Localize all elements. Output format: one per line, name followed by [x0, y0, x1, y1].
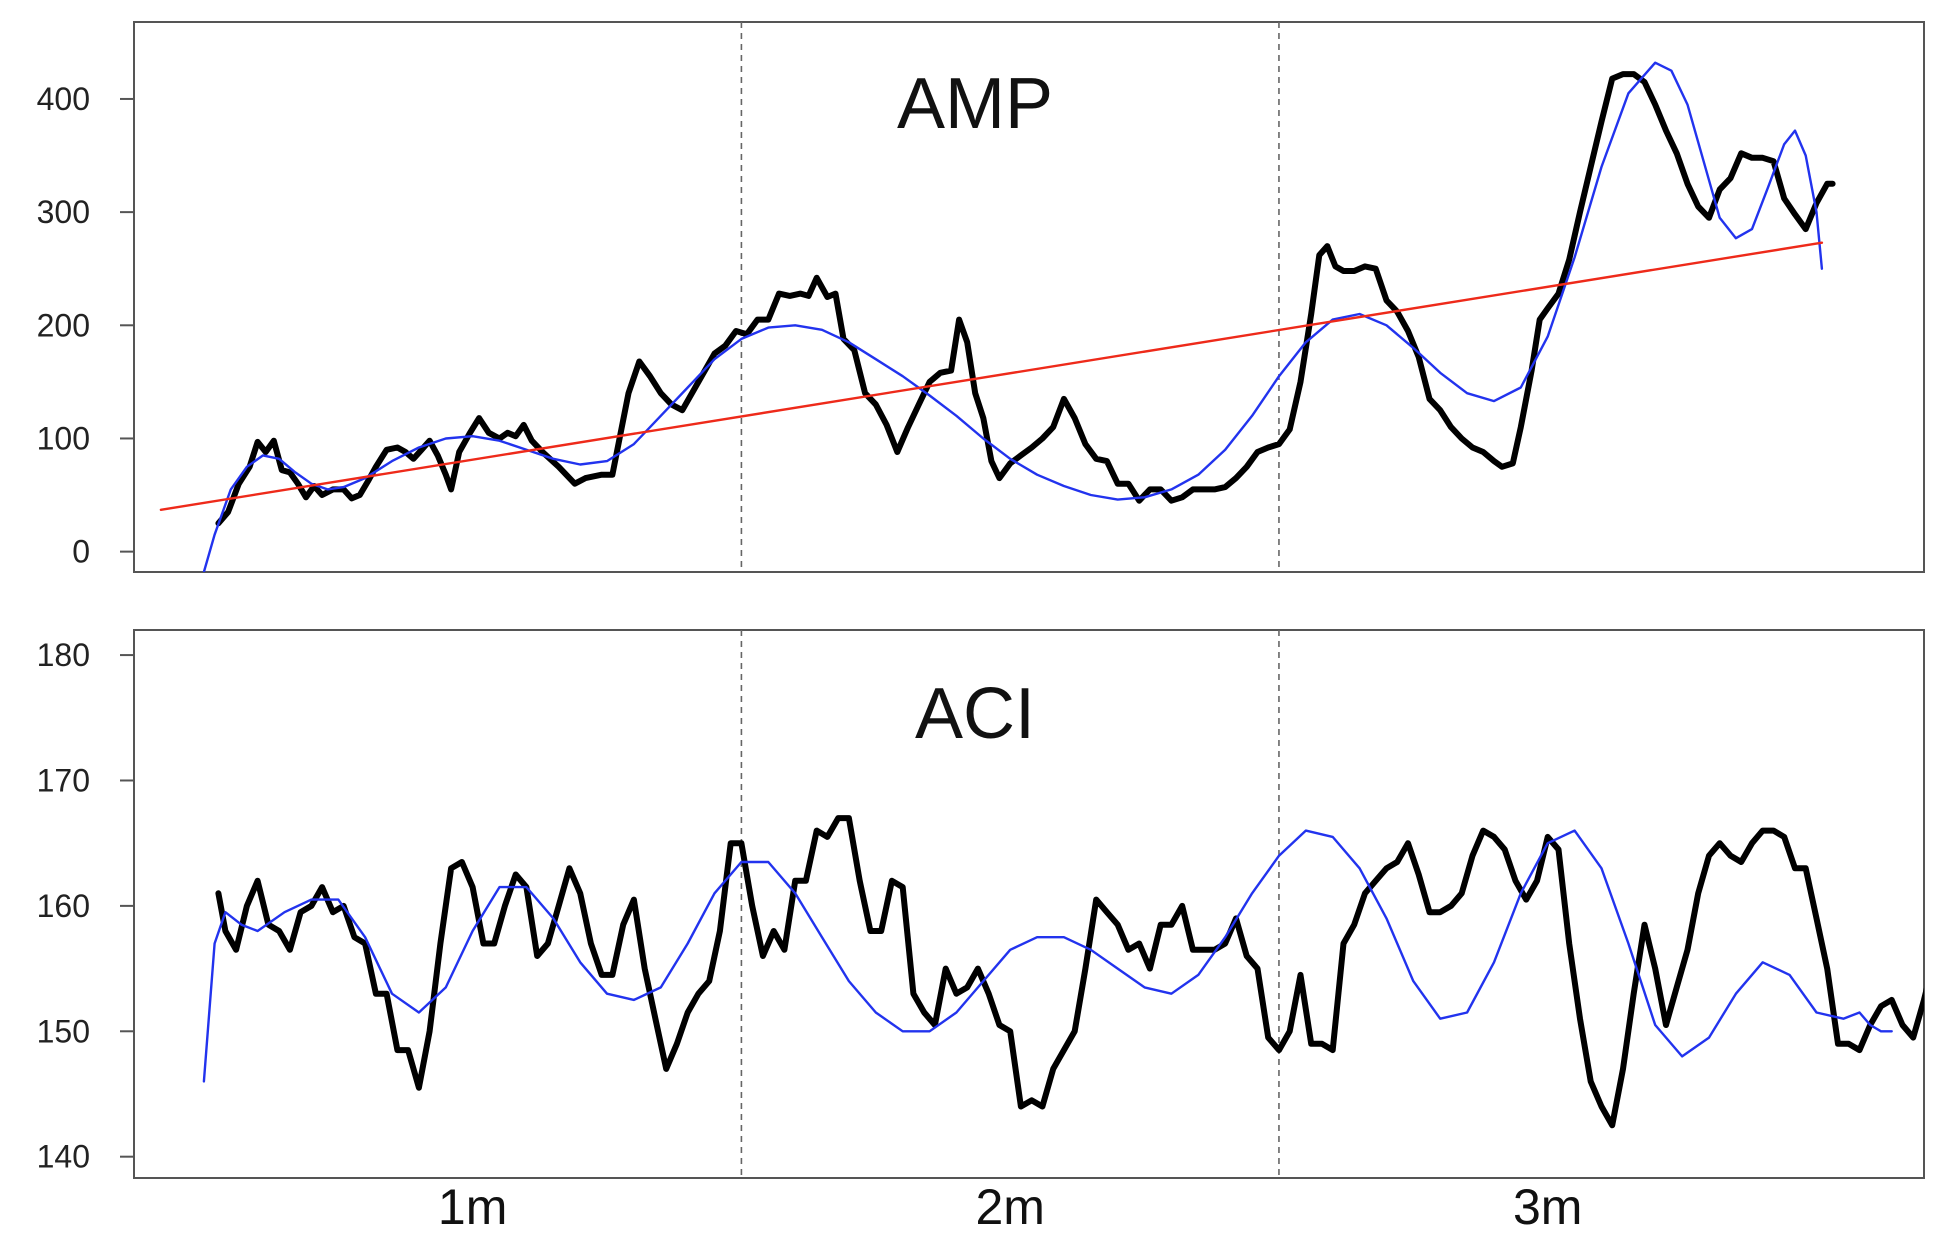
y-tick-label: 100 [37, 420, 90, 456]
x-tick-label: 2m [975, 1179, 1044, 1234]
smooth-series-line [202, 61, 1824, 572]
y-tick-label: 180 [37, 637, 90, 673]
y-tick-label: 300 [37, 194, 90, 230]
amp-panel-title: AMP [897, 64, 1053, 144]
aci-panel-title: ACI [915, 674, 1035, 754]
x-tick-label: 3m [1513, 1179, 1582, 1234]
raw-series-line [215, 71, 1836, 527]
amp-plot-frame [133, 21, 1925, 573]
y-tick-label: 140 [37, 1139, 90, 1175]
trend-series-line [159, 241, 1824, 511]
y-tick-label: 0 [72, 534, 90, 570]
y-tick-label: 200 [37, 307, 90, 343]
amp-panel: AMP 0 100 200 300 400 [37, 21, 1925, 573]
x-tick-label: 1m [438, 1179, 507, 1234]
y-tick-label: 400 [37, 81, 90, 117]
y-tick-label: 160 [37, 888, 90, 924]
aci-plot-frame [133, 629, 1925, 1179]
raw-series-line [215, 815, 1924, 1129]
smooth-series-line [202, 829, 1893, 1083]
y-tick-label: 170 [37, 762, 90, 798]
y-tick-label: 150 [37, 1013, 90, 1049]
aci-panel: ACI 140 150 160 170 180 1m 2m 3m [37, 629, 1925, 1234]
